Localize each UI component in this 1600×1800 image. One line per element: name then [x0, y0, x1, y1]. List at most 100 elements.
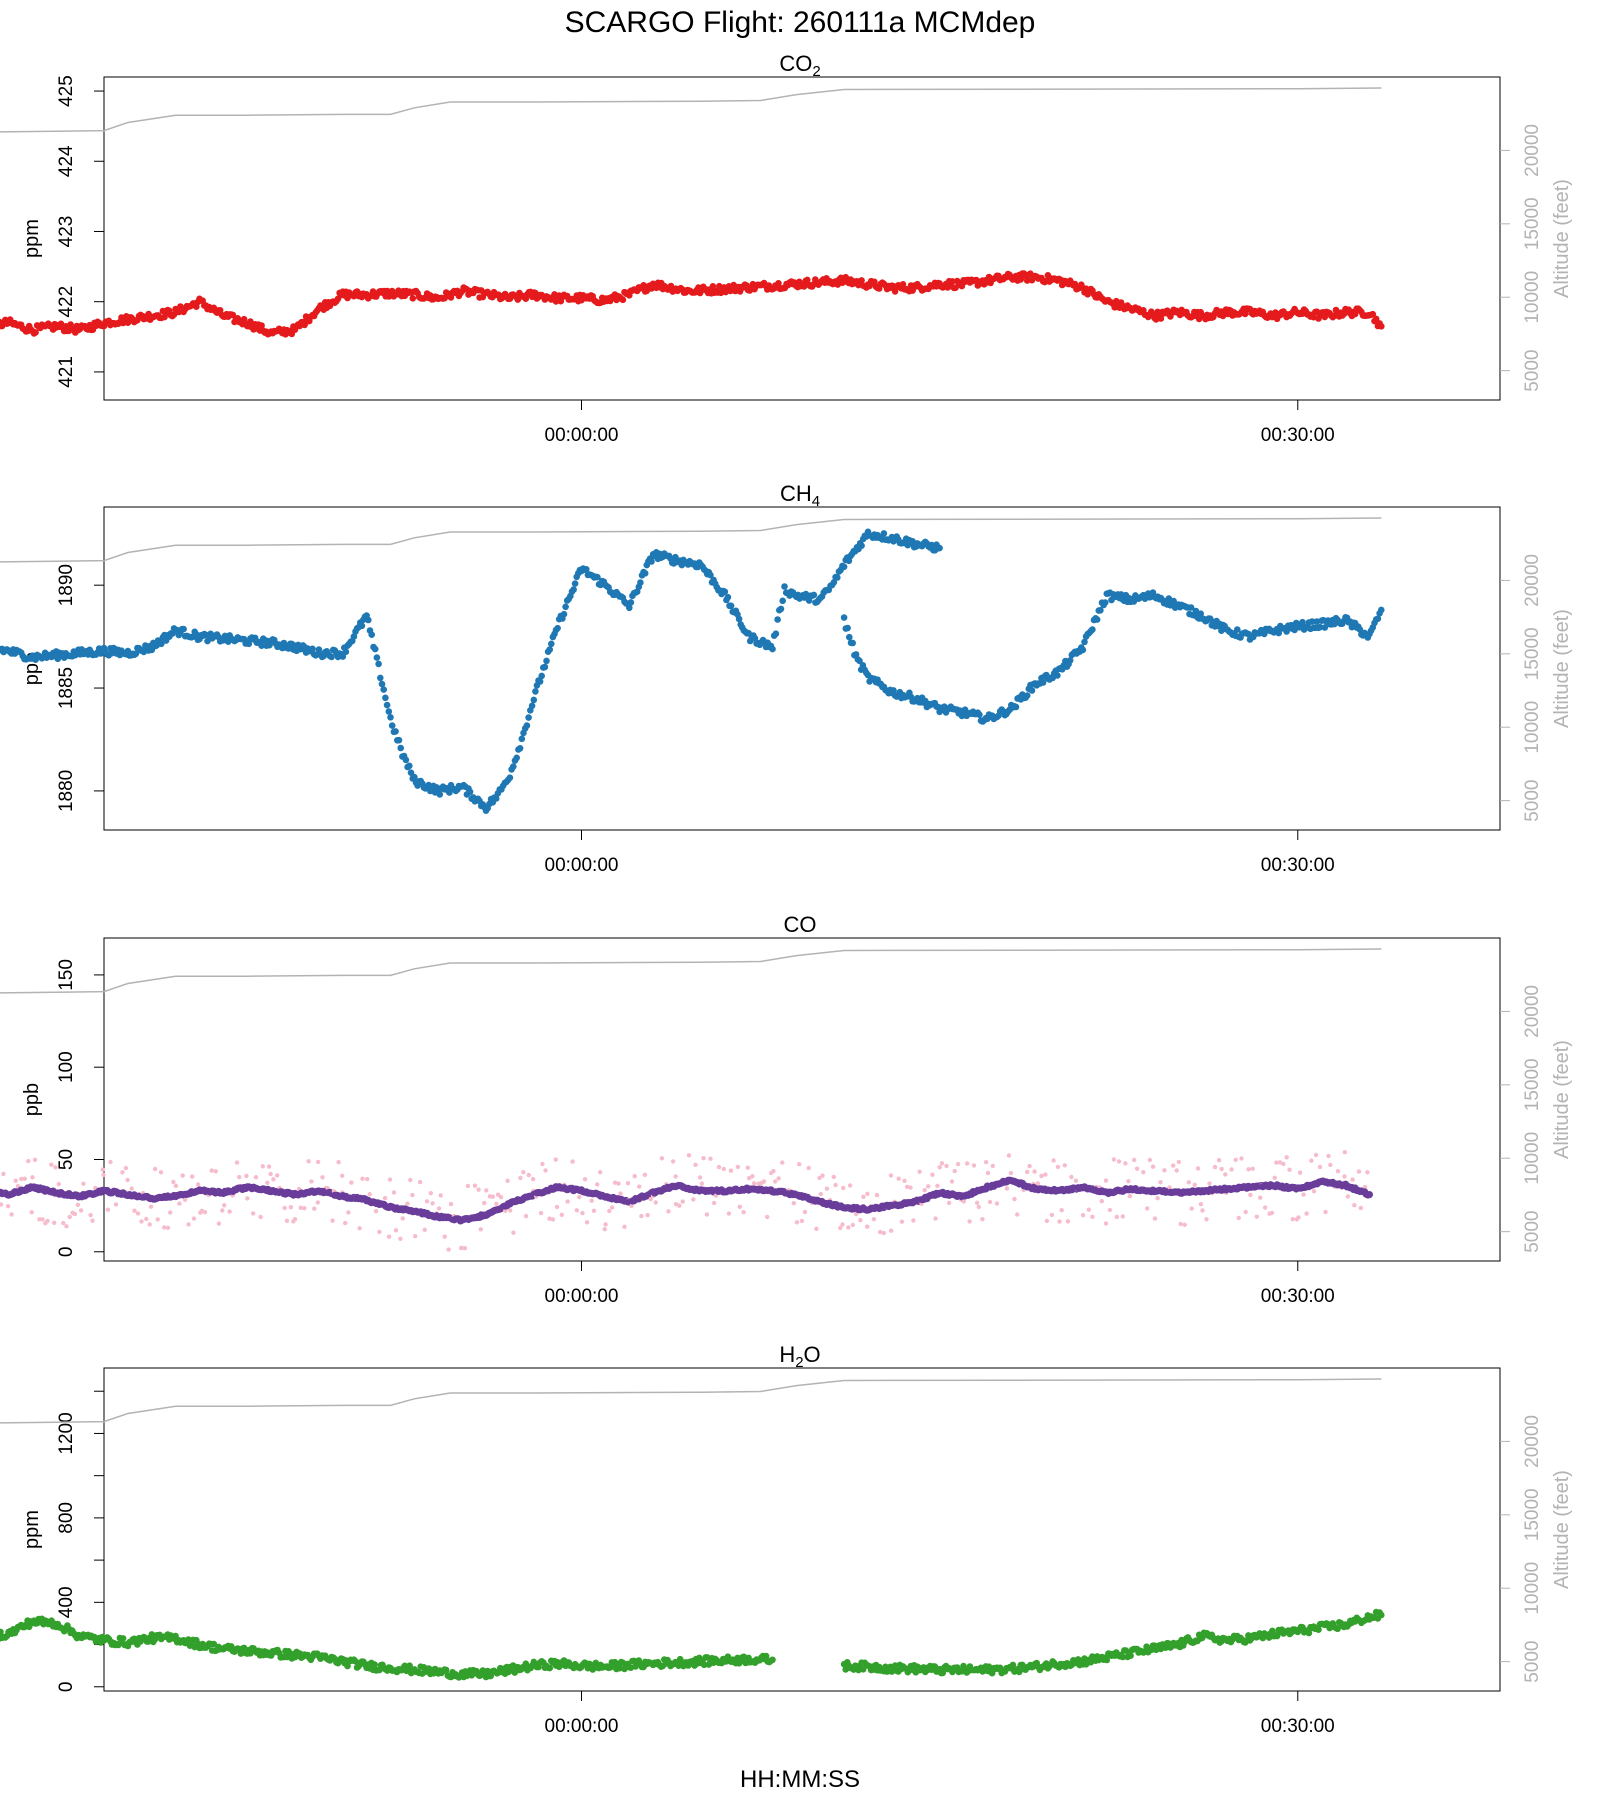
altitude-axis-label: Altitude (feet)	[1551, 1040, 1573, 1159]
raw-point	[1, 1171, 6, 1177]
raw-point	[691, 1197, 696, 1202]
raw-point	[570, 1159, 575, 1164]
data-point	[368, 631, 376, 638]
altitude-axis-label: Altitude (feet)	[1551, 1470, 1573, 1589]
raw-point	[367, 1192, 372, 1197]
altitude-tick-label: 15000	[1522, 627, 1543, 680]
raw-point	[1032, 1169, 1037, 1174]
raw-point	[1365, 1170, 1370, 1175]
data-point	[388, 722, 396, 729]
raw-point	[726, 1211, 732, 1216]
raw-point	[312, 1206, 317, 1211]
data-point	[1369, 310, 1377, 318]
raw-point	[1155, 1196, 1160, 1201]
raw-point	[29, 1210, 34, 1215]
raw-point	[659, 1156, 665, 1161]
raw-point	[113, 1202, 119, 1207]
panel-title-main: CO	[779, 51, 812, 76]
raw-point	[1150, 1164, 1156, 1169]
raw-point	[577, 1194, 582, 1200]
raw-point	[847, 1183, 853, 1188]
data-point	[1332, 306, 1340, 314]
raw-point	[540, 1161, 545, 1167]
data-point	[775, 280, 782, 287]
data-point	[532, 688, 539, 695]
raw-point	[1152, 1216, 1158, 1221]
raw-point	[697, 1175, 703, 1180]
raw-point	[625, 1181, 631, 1186]
raw-point	[871, 1217, 877, 1222]
raw-point	[711, 1200, 717, 1206]
data-point	[411, 773, 418, 781]
raw-point	[81, 1181, 86, 1186]
raw-point	[1258, 1195, 1263, 1200]
raw-point	[400, 1216, 405, 1221]
raw-point	[476, 1187, 481, 1192]
raw-point	[983, 1160, 989, 1165]
plot-frame	[103, 937, 1501, 1262]
raw-point	[67, 1214, 72, 1220]
raw-point	[595, 1182, 600, 1187]
data-point	[210, 1640, 218, 1648]
data-point	[1023, 692, 1031, 699]
data-point	[554, 624, 561, 632]
raw-point	[521, 1170, 526, 1175]
data-point	[328, 653, 335, 661]
data-point	[525, 714, 532, 721]
raw-point	[833, 1182, 838, 1188]
data-point	[830, 579, 838, 586]
data-point	[383, 701, 391, 709]
raw-point	[52, 1220, 57, 1226]
raw-point	[846, 1225, 851, 1230]
raw-point	[391, 1190, 397, 1195]
y-tick-label: 50	[56, 1149, 77, 1170]
raw-point	[1192, 1182, 1197, 1188]
raw-point	[505, 1178, 510, 1184]
data-point	[546, 646, 553, 653]
data-point	[1028, 687, 1036, 694]
raw-point	[377, 1229, 382, 1235]
raw-point	[761, 1179, 767, 1184]
data-point	[339, 653, 347, 660]
raw-point	[129, 1186, 134, 1191]
raw-point	[523, 1213, 529, 1219]
raw-point	[1126, 1179, 1131, 1184]
raw-point	[547, 1216, 552, 1221]
raw-point	[814, 1226, 819, 1232]
raw-point	[1086, 1207, 1092, 1212]
data-point	[1187, 604, 1195, 611]
raw-point	[9, 1212, 14, 1217]
raw-point	[554, 1204, 560, 1210]
raw-point	[780, 1160, 785, 1165]
raw-point	[315, 1200, 320, 1205]
raw-point	[680, 1199, 685, 1204]
raw-point	[1356, 1169, 1362, 1174]
y-axis-label: ppm	[21, 219, 43, 258]
raw-point	[612, 1180, 618, 1185]
figure-title: SCARGO Flight: 260111a MCMdep	[565, 6, 1036, 39]
raw-point	[1027, 1163, 1032, 1169]
raw-point	[944, 1163, 949, 1169]
data-point	[516, 745, 524, 752]
raw-point	[841, 1185, 846, 1191]
raw-point	[1243, 1209, 1248, 1215]
raw-point	[245, 1196, 250, 1201]
data-point	[571, 580, 579, 587]
raw-point	[603, 1222, 608, 1227]
raw-point	[1158, 1180, 1163, 1185]
panel-title-subscript: 4	[812, 493, 820, 510]
raw-point	[1301, 1192, 1306, 1197]
raw-point	[1216, 1158, 1222, 1163]
data-point	[724, 593, 732, 601]
data-point	[506, 774, 514, 781]
data-point	[1093, 616, 1101, 623]
raw-point	[484, 1188, 489, 1193]
data-point	[132, 650, 140, 658]
panel-title: CO	[784, 912, 817, 937]
data-point	[528, 702, 536, 710]
raw-point	[994, 1201, 1000, 1206]
raw-point	[1176, 1159, 1182, 1165]
raw-point	[49, 1162, 54, 1167]
raw-point	[298, 1205, 303, 1211]
raw-point	[275, 1173, 280, 1178]
